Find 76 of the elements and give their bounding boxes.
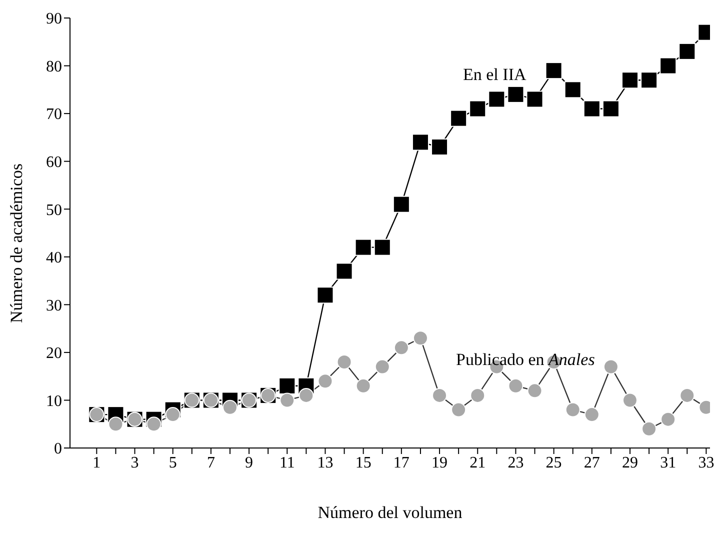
point — [354, 238, 372, 256]
x-tick-label: 33 — [698, 454, 714, 472]
y-tick-label: 80 — [46, 58, 62, 76]
x-tick-label: 9 — [245, 454, 254, 472]
point — [108, 416, 124, 432]
point — [336, 354, 352, 370]
point — [526, 90, 544, 108]
point — [432, 388, 448, 403]
x-tick-label: 13 — [317, 454, 334, 472]
point — [642, 421, 657, 436]
x-tick-label: 5 — [168, 454, 177, 472]
x-tick-label: 1 — [92, 454, 101, 472]
point — [488, 90, 506, 108]
point — [316, 286, 334, 304]
y-tick-label: 10 — [46, 392, 62, 410]
point — [318, 374, 333, 389]
point — [356, 378, 371, 394]
point — [527, 383, 542, 398]
y-tick-label: 0 — [54, 440, 62, 458]
x-tick-label: 29 — [622, 454, 638, 472]
y-axis-title: Número de académicos — [7, 163, 26, 323]
x-tick-label: 23 — [508, 454, 524, 472]
x-tick-label: 31 — [660, 454, 676, 472]
point — [222, 400, 238, 415]
point — [680, 388, 695, 403]
point — [374, 359, 390, 374]
point — [678, 42, 696, 60]
y-tick-label: 20 — [46, 345, 62, 362]
x-tick-label: 21 — [470, 454, 486, 472]
point — [392, 196, 410, 213]
x-tick-label: 7 — [206, 454, 215, 472]
point — [564, 81, 582, 98]
point — [622, 72, 638, 89]
y-tick-label: 70 — [46, 106, 62, 124]
x-tick-label: 19 — [432, 454, 448, 472]
point — [412, 330, 428, 346]
point — [450, 110, 468, 127]
x-tick-label: 11 — [279, 454, 295, 472]
point — [451, 402, 466, 418]
point — [336, 262, 353, 280]
point — [298, 388, 314, 403]
point — [508, 378, 524, 394]
point — [660, 57, 677, 74]
y-tick-label: 40 — [46, 250, 62, 267]
point — [640, 72, 658, 89]
point — [603, 359, 618, 374]
x-tick-label: 15 — [355, 454, 372, 472]
point — [394, 340, 409, 356]
point — [565, 402, 580, 418]
point — [165, 407, 180, 422]
point — [622, 392, 638, 408]
point — [545, 62, 562, 80]
point — [146, 416, 162, 432]
point — [280, 392, 295, 408]
series-label: En el IIA — [463, 65, 527, 84]
point — [470, 388, 486, 403]
x-tick-label: 17 — [393, 454, 410, 472]
x-tick-label: 27 — [584, 454, 600, 472]
series-label: Publicado en Anales — [456, 350, 596, 369]
point — [412, 134, 429, 151]
point — [660, 412, 676, 427]
point — [584, 407, 600, 422]
y-tick-label: 50 — [46, 202, 62, 219]
x-tick-label: 3 — [130, 454, 139, 472]
y-tick-label: 90 — [46, 10, 62, 28]
point — [374, 238, 391, 256]
y-tick-label: 30 — [46, 297, 62, 314]
point — [583, 100, 600, 118]
point — [507, 86, 524, 103]
point — [469, 100, 486, 118]
x-tick-label: 25 — [546, 454, 562, 472]
x-axis-title: Número del volumen — [318, 503, 463, 522]
point — [431, 138, 448, 156]
point — [278, 377, 296, 394]
point — [602, 100, 620, 118]
y-tick-label: 60 — [46, 154, 62, 172]
